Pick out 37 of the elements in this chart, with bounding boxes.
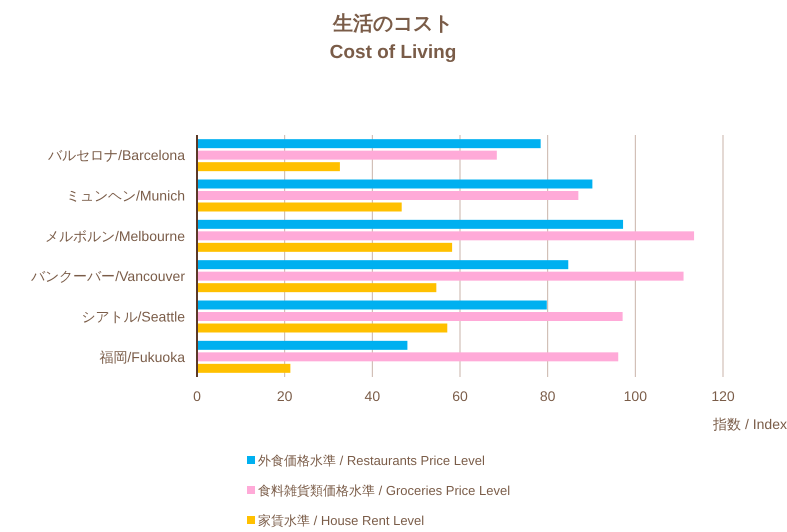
chart-subtitle: Cost of Living [330,42,456,63]
bar [197,260,568,270]
bar [197,139,541,148]
bar [197,242,452,252]
x-tick-label: 120 [711,388,735,404]
bar [197,150,497,160]
bar [197,340,408,350]
bar [197,324,448,332]
legend-label: 食料雑貨類価格水準 / Groceries Price Level [258,483,510,498]
bar [197,312,623,321]
y-tick-label: バルセロナ/Barcelona [47,147,186,164]
x-tick-label: 40 [364,388,380,404]
bar [197,162,340,172]
bar [197,191,578,200]
chart-title: 生活のコスト [332,13,453,35]
bar [197,180,592,188]
y-tick-label: メルボルン/Melbourne [44,228,186,244]
x-tick-label: 20 [276,388,293,404]
legend-label: 家賃水準 / House Rent Level [258,513,424,528]
y-tick-label: ミュンヘン/Munich [66,188,185,204]
x-axis-title: 指数 / Index [712,416,787,432]
bar [197,220,624,229]
x-tick-label: 0 [193,388,202,404]
x-tick-label: 60 [452,388,468,404]
bar [197,352,618,362]
y-tick-label: シアトル/Seattle [82,308,186,324]
bar [197,202,402,212]
y-tick-label: バンクーバー/Vancouver [30,268,186,284]
bar [197,272,684,281]
x-tick-label: 80 [540,388,556,404]
bar [197,283,436,292]
bar [197,364,290,373]
x-tick-label: 100 [624,388,648,404]
y-tick-label: 福岡/Fukuoka [99,348,186,365]
bar [197,231,694,240]
bar [197,300,547,310]
legend-label: 外食価格水準 / Restaurants Price Level [258,453,485,468]
